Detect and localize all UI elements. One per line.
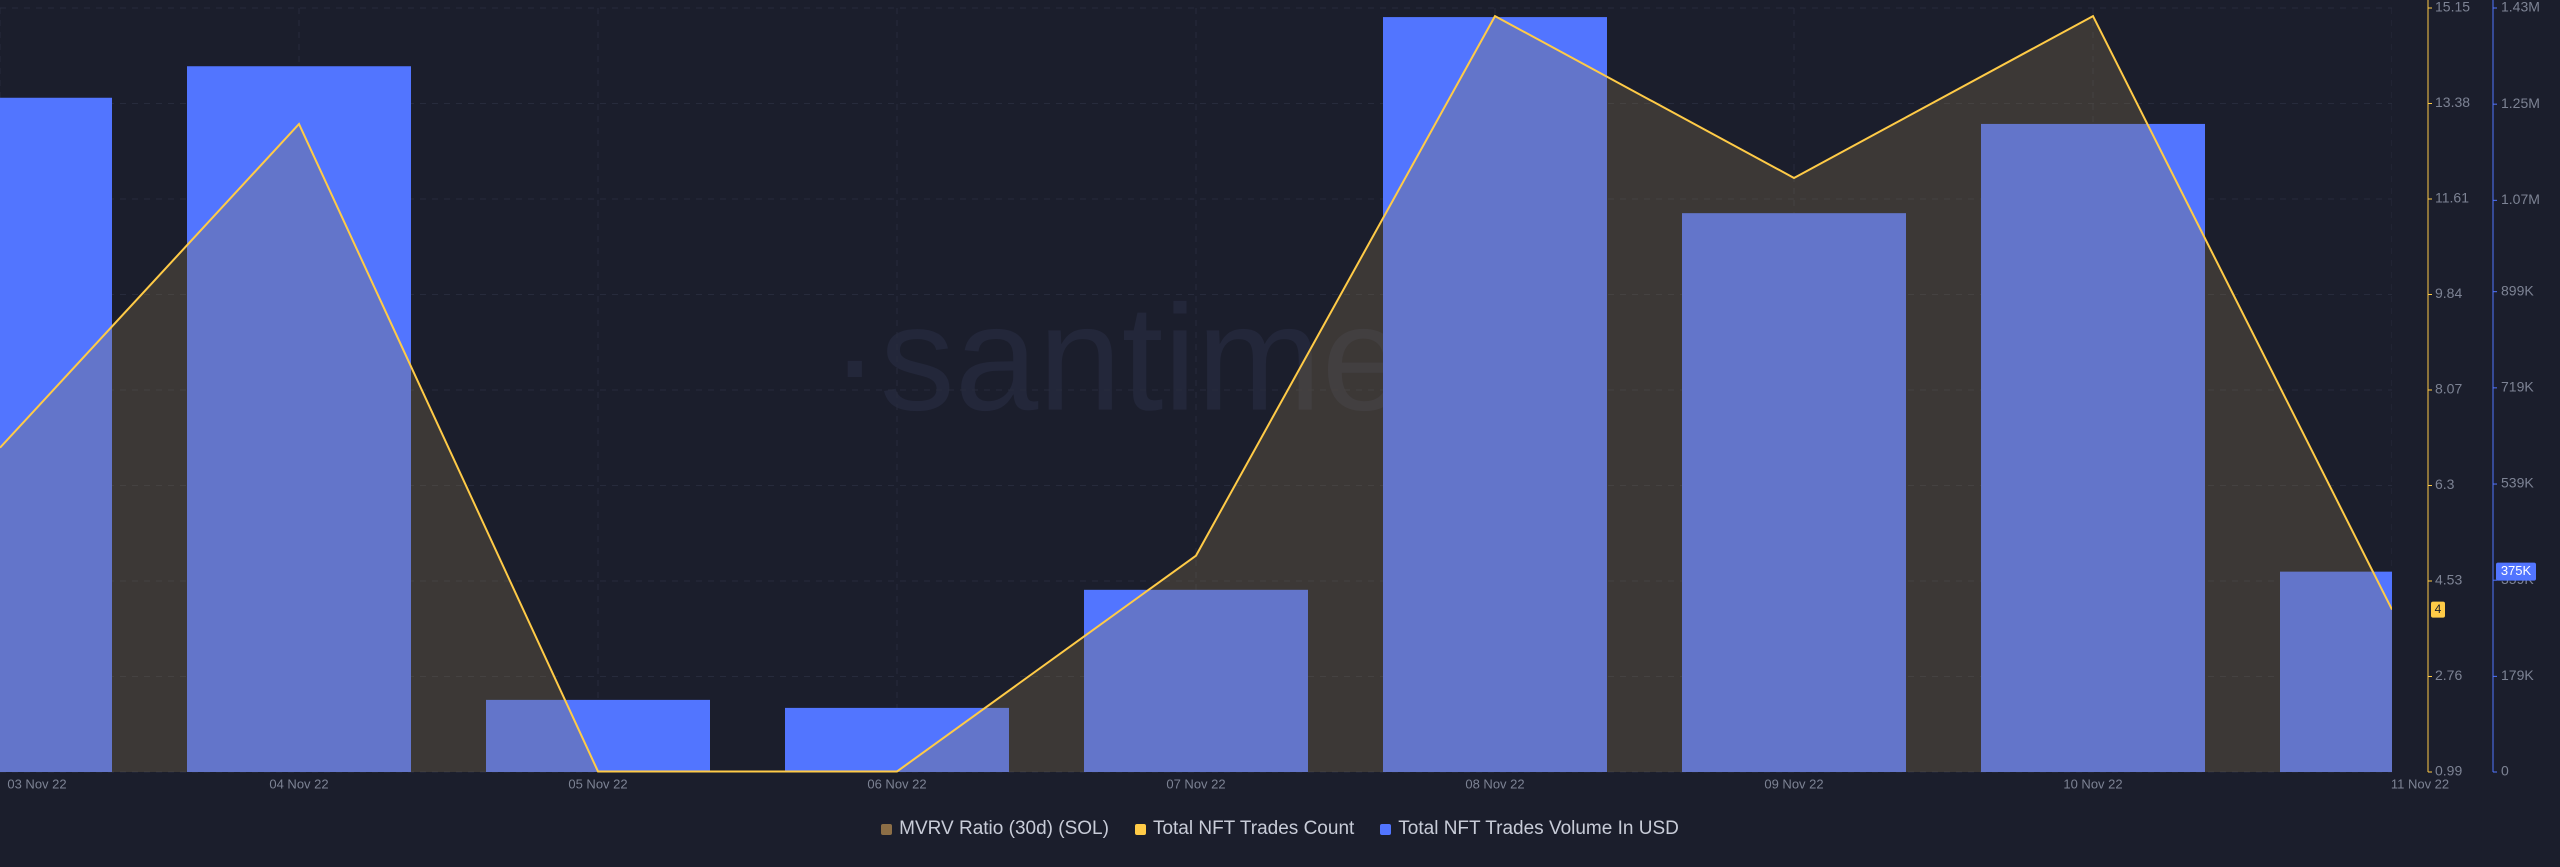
bar: [2280, 571, 2392, 772]
y-tick-label: 13.38: [2435, 94, 2470, 110]
y-tick-label: 8.07: [2435, 381, 2462, 397]
value-badge: [2431, 601, 2445, 618]
bar: [1682, 213, 1906, 773]
y2-tick-label: 1.07M: [2501, 191, 2540, 207]
x-tick-label: 11 Nov 22: [2391, 776, 2449, 791]
bar: [0, 97, 112, 772]
y-tick-label: 0.99: [2435, 763, 2462, 779]
value-label: 4: [2435, 602, 2442, 616]
y2-tick-label: 899K: [2501, 282, 2534, 298]
x-tick-label: 07 Nov 22: [1166, 776, 1225, 791]
y2-tick-label: 539K: [2501, 475, 2534, 491]
y2-tick-label: 179K: [2501, 667, 2534, 683]
y-tick-label: 9.84: [2435, 285, 2462, 301]
legend-item[interactable]: Total NFT Trades Volume In USD: [1380, 818, 1679, 840]
legend-label: Total NFT Trades Volume In USD: [1398, 818, 1679, 839]
y-tick-label: 15.15: [2435, 0, 2470, 15]
y-tick-label: 4.53: [2435, 572, 2462, 588]
value-badge: [2496, 562, 2536, 581]
legend-item[interactable]: Total NFT Trades Count: [1134, 818, 1355, 840]
legend-swatch: [1380, 823, 1392, 835]
x-tick-label: 04 Nov 22: [269, 776, 328, 791]
plot-area: [0, 7, 2392, 773]
line-area: [0, 16, 2392, 773]
y-tick-label: 2.76: [2435, 667, 2462, 683]
legend-label: MVRV Ratio (30d) (SOL): [899, 818, 1109, 839]
x-tick-label: 10 Nov 22: [2063, 776, 2122, 791]
x-tick-label: 03 Nov 22: [7, 776, 66, 791]
bar: [1084, 589, 1308, 772]
x-tick-label: 09 Nov 22: [1764, 776, 1823, 791]
y2-tick-label: 719K: [2501, 379, 2534, 395]
y-tick-label: 6.3: [2435, 476, 2455, 492]
legend-swatch: [1134, 823, 1146, 835]
y2-tick-label: 0: [2501, 763, 2509, 779]
bar: [486, 699, 710, 772]
legend-label: Total NFT Trades Count: [1152, 818, 1355, 839]
line: [0, 14, 2392, 773]
value-label: 375K: [2501, 563, 2532, 578]
x-tick-label: 05 Nov 22: [568, 776, 627, 791]
x-tick-label: 06 Nov 22: [867, 776, 926, 791]
bar: [1981, 123, 2205, 772]
chart: ·santiment 03 Nov 22 04 Nov 22 05 Nov 22 06…: [0, 0, 2540, 791]
bar: [187, 66, 411, 772]
x-tick-label: 08 Nov 22: [1465, 776, 1524, 791]
y2-tick-label: 1.25M: [2501, 95, 2540, 111]
bar: [1383, 17, 1607, 772]
legend-swatch: [881, 823, 893, 835]
y-tick-label: 11.61: [2435, 190, 2469, 206]
y2-tick-label: 1.43M: [2501, 0, 2540, 15]
legend-item[interactable]: MVRV Ratio (30d) (SOL): [881, 818, 1109, 840]
legend: MVRV Ratio (30d) (SOL) Total NFT Trades C…: [0, 818, 2560, 840]
